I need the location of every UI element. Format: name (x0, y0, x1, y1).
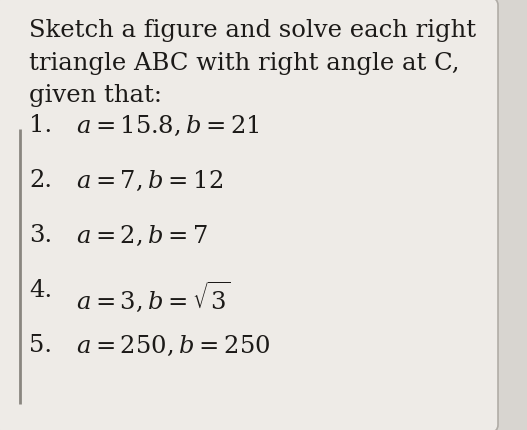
Text: 1.: 1. (29, 114, 52, 137)
Text: $a = 2, b = 7$: $a = 2, b = 7$ (76, 224, 209, 248)
Text: $a = 7, b = 12$: $a = 7, b = 12$ (76, 169, 223, 193)
Text: $a = 3, b = \sqrt{3}$: $a = 3, b = \sqrt{3}$ (76, 279, 231, 313)
FancyBboxPatch shape (0, 0, 498, 430)
Text: 2.: 2. (29, 169, 52, 192)
Text: triangle ABC with right angle at C,: triangle ABC with right angle at C, (29, 52, 460, 74)
Text: Sketch a figure and solve each right: Sketch a figure and solve each right (29, 19, 476, 42)
Text: 3.: 3. (29, 224, 52, 247)
Text: $a = 250, b = 250$: $a = 250, b = 250$ (76, 334, 271, 358)
Text: 5.: 5. (29, 334, 52, 357)
Text: $a = 15.8, b = 21$: $a = 15.8, b = 21$ (76, 114, 260, 138)
Text: 4.: 4. (29, 279, 52, 302)
Text: given that:: given that: (29, 84, 162, 107)
